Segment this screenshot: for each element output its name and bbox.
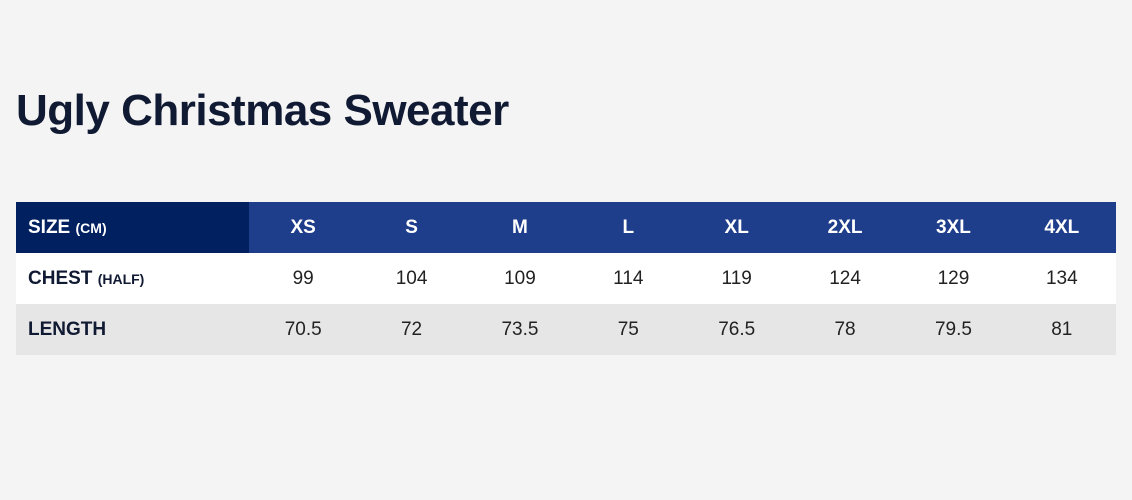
size-header: SIZE (CM) (16, 202, 249, 253)
size-column-header: 3XL (899, 202, 1008, 253)
table-cell: 72 (400, 318, 423, 340)
table-cell: 79.5 (934, 318, 972, 340)
row-label: CHEST (HALF) (16, 253, 249, 304)
table-cell: 70.5 (284, 318, 322, 340)
size-column-header: S (357, 202, 466, 253)
size-column-header: 4XL (1007, 202, 1116, 253)
table-cell: 75 (617, 318, 639, 340)
table-cell: 73.5 (501, 318, 539, 340)
table-cell: 134 (1045, 267, 1078, 289)
row-label: LENGTH (16, 304, 249, 355)
size-column-header: L (574, 202, 683, 253)
measure-label: CHEST (28, 267, 93, 289)
table-row: LENGTH 70.5 72 73.5 75 76.5 78 79.5 81 (16, 304, 1116, 355)
table-cell: 104 (395, 267, 428, 289)
size-column-header: M (465, 202, 575, 253)
page-title: Ugly Christmas Sweater (16, 86, 509, 135)
table-cell: 76.5 (718, 318, 756, 340)
table-cell: 119 (721, 267, 752, 289)
table-cell: 124 (829, 267, 861, 289)
table-cell: 99 (292, 267, 314, 289)
table-cell: 109 (504, 267, 536, 289)
header-row: SIZE (CM) XS S M L XL 2XL 3XL 4XL (16, 202, 1116, 253)
measure-qualifier: (HALF) (97, 270, 145, 287)
size-chart-table: SIZE (CM) XS S M L XL 2XL 3XL 4XL CHEST … (16, 202, 1116, 355)
size-label: SIZE (28, 216, 71, 238)
table-cell: 114 (613, 267, 644, 289)
table-row: CHEST (HALF) 99 104 109 114 119 124 129 … (16, 253, 1116, 304)
table-cell: 129 (937, 267, 970, 289)
table-cell: 78 (834, 318, 856, 340)
size-column-header: 2XL (790, 202, 900, 253)
table-cell: 81 (1051, 318, 1073, 340)
size-column-header: XL (682, 202, 791, 253)
size-column-header: XS (249, 202, 358, 253)
unit-label: (CM) (75, 219, 107, 236)
measure-label: LENGTH (28, 318, 107, 340)
